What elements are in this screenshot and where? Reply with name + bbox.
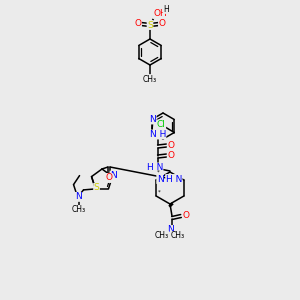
Text: H N: H N [147, 163, 163, 172]
Text: CH₃: CH₃ [155, 232, 169, 241]
Text: N: N [157, 175, 164, 184]
Text: *: * [158, 190, 160, 195]
Text: CH₃: CH₃ [143, 74, 157, 83]
Text: O: O [182, 212, 190, 220]
Text: N: N [149, 115, 156, 124]
Text: S: S [147, 20, 153, 29]
Text: Cl: Cl [157, 120, 166, 129]
Text: OH: OH [153, 10, 167, 19]
Text: CH₃: CH₃ [171, 232, 185, 241]
Text: O: O [134, 20, 142, 28]
Text: N H: N H [150, 130, 166, 139]
Text: *: * [157, 170, 160, 175]
Text: H: H [163, 4, 169, 14]
Text: H N: H N [166, 175, 182, 184]
Text: N: N [167, 226, 173, 235]
Text: S: S [94, 183, 99, 192]
Text: N: N [110, 171, 117, 180]
Text: O: O [167, 151, 174, 160]
Text: N: N [75, 192, 82, 201]
Text: O: O [106, 173, 112, 182]
Text: O: O [158, 20, 166, 28]
Text: CH₃: CH₃ [71, 206, 85, 214]
Text: O: O [167, 141, 174, 150]
